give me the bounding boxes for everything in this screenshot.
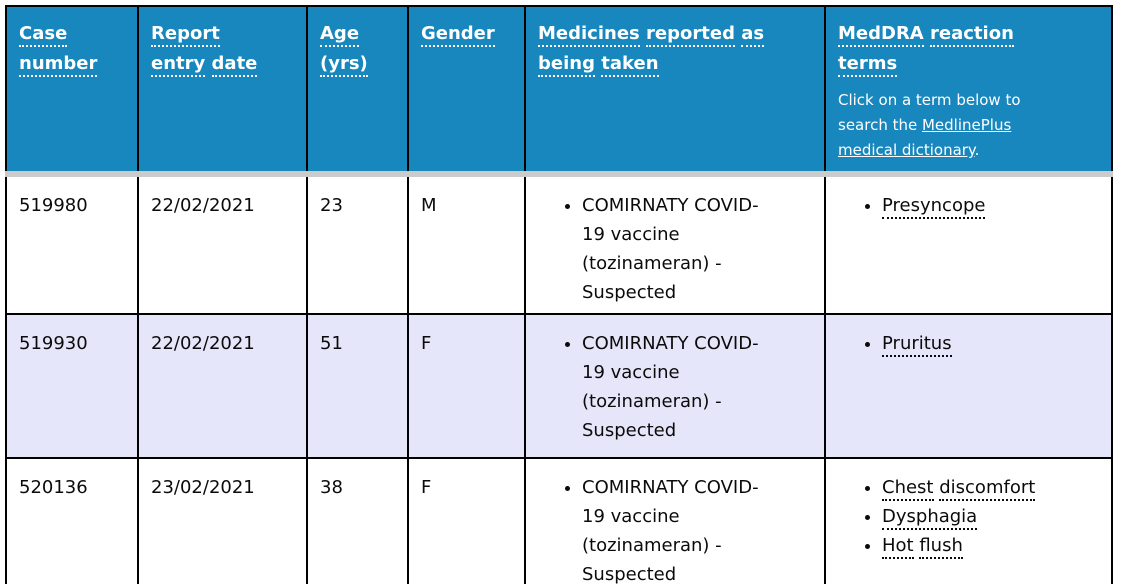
cell-medicines: COMIRNATY COVID-19 vaccine (tozinameran)…: [524, 174, 826, 315]
medlineplus-dictionary-link[interactable]: MedlinePlus medical dictionary: [838, 116, 1012, 159]
case-number-header-link[interactable]: Case number: [19, 19, 125, 79]
cell-report-entry-date: 22/02/2021: [137, 313, 308, 459]
meddra-header-link[interactable]: MedDRA reaction terms: [838, 19, 1043, 79]
reaction-item: Presyncope: [882, 191, 1099, 220]
column-header-meddra: MedDRA reaction terms Click on a term be…: [824, 6, 1113, 177]
meddra-note: Click on a term below to search the Medl…: [838, 88, 1063, 163]
reaction-item: Dysphagia: [882, 502, 1099, 531]
medicine-item: COMIRNATY COVID-19 vaccine (tozinameran)…: [582, 191, 778, 307]
table-row: 519930 22/02/2021 51 F COMIRNATY COVID-1…: [5, 313, 1113, 459]
reaction-item: Pruritus: [882, 329, 1099, 358]
cell-age: 23: [306, 174, 409, 315]
cell-case-number: 519980: [5, 174, 139, 315]
age-header-link[interactable]: Age (yrs): [320, 19, 395, 79]
reaction-term-link[interactable]: Pruritus: [882, 333, 952, 357]
reaction-term-link[interactable]: Presyncope: [882, 195, 986, 219]
cell-medicines: COMIRNATY COVID-19 vaccine (tozinameran)…: [524, 457, 826, 584]
medicines-header-link[interactable]: Medicines reported as being taken: [538, 19, 768, 79]
reaction-term-link[interactable]: Hot flush: [882, 535, 963, 559]
meddra-note-suffix: .: [974, 141, 980, 159]
report-entry-date-header-link[interactable]: Report entry date: [151, 19, 263, 79]
cell-age: 38: [306, 457, 409, 584]
cell-reactions: Presyncope: [824, 174, 1113, 315]
reaction-term-link[interactable]: Dysphagia: [882, 506, 978, 530]
table-row: 519980 22/02/2021 23 M COMIRNATY COVID-1…: [5, 174, 1113, 315]
cell-reactions: Chest discomfort Dysphagia Hot flush: [824, 457, 1113, 584]
cell-report-entry-date: 22/02/2021: [137, 174, 308, 315]
column-header-gender: Gender: [407, 6, 526, 177]
reaction-term-link[interactable]: Chest discomfort: [882, 477, 1036, 501]
cell-gender: F: [407, 457, 526, 584]
adr-case-table: Case number Report entry date Age (yrs) …: [5, 5, 1113, 584]
table-row: 520136 23/02/2021 38 F COMIRNATY COVID-1…: [5, 457, 1113, 584]
header-row: Case number Report entry date Age (yrs) …: [5, 6, 1113, 177]
medicine-item: COMIRNATY COVID-19 vaccine (tozinameran)…: [582, 329, 778, 445]
cell-age: 51: [306, 313, 409, 459]
cell-gender: F: [407, 313, 526, 459]
cell-case-number: 519930: [5, 313, 139, 459]
cell-reactions: Pruritus: [824, 313, 1113, 459]
column-header-case-number: Case number: [5, 6, 139, 177]
cell-report-entry-date: 23/02/2021: [137, 457, 308, 584]
column-header-report-entry-date: Report entry date: [137, 6, 308, 177]
column-header-age: Age (yrs): [306, 6, 409, 177]
cell-gender: M: [407, 174, 526, 315]
reaction-item: Hot flush: [882, 531, 1099, 560]
gender-header-link[interactable]: Gender: [421, 19, 512, 49]
cell-case-number: 520136: [5, 457, 139, 584]
cell-medicines: COMIRNATY COVID-19 vaccine (tozinameran)…: [524, 313, 826, 459]
meddra-note-prefix: Click on a term below to search the: [838, 91, 1021, 134]
reaction-item: Chest discomfort: [882, 473, 1099, 502]
medicine-item: COMIRNATY COVID-19 vaccine (tozinameran)…: [582, 473, 778, 584]
column-header-medicines: Medicines reported as being taken: [524, 6, 826, 177]
